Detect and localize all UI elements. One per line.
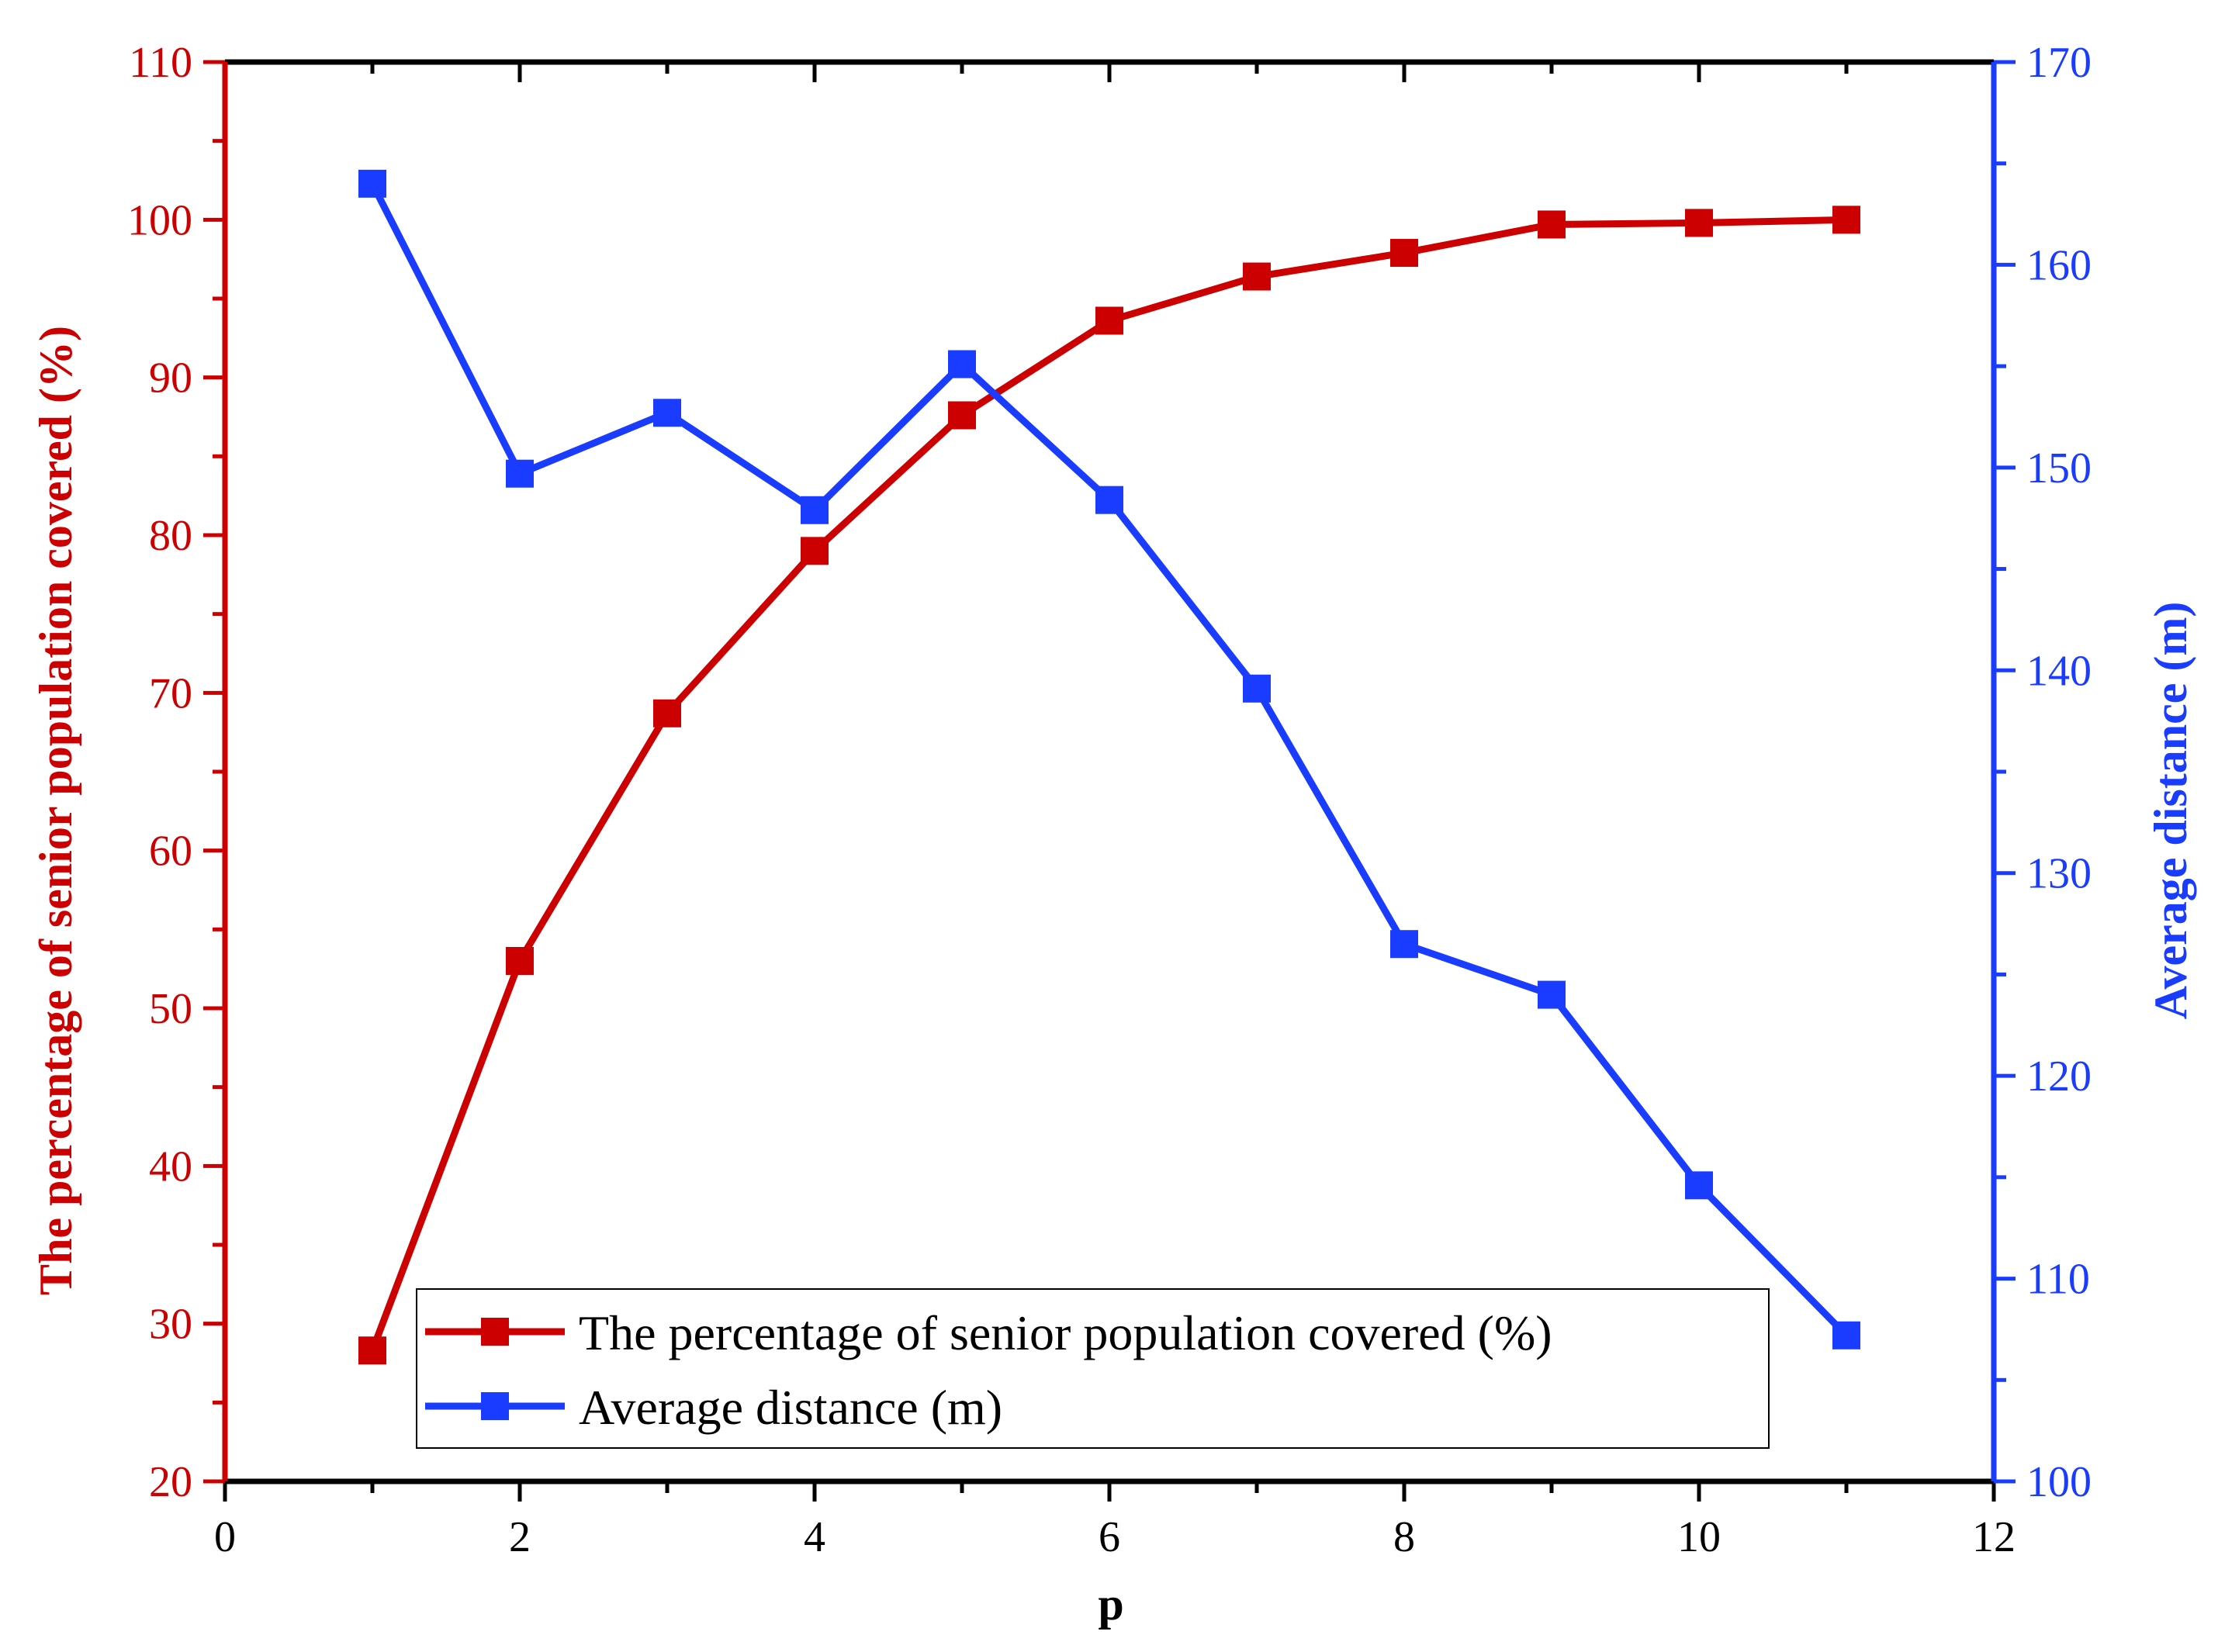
right-tick-label: 150 <box>2026 444 2092 492</box>
right-tick-label: 160 <box>2026 241 2092 289</box>
legend-marker-coverage <box>481 1318 509 1346</box>
right-tick-label: 130 <box>2026 850 2092 898</box>
distance-point <box>1095 486 1123 514</box>
legend-box <box>416 1288 1770 1449</box>
left-y-axis-title: The percentage of senior population cove… <box>30 326 81 1295</box>
x-tick-label: 4 <box>804 1513 825 1561</box>
left-tick-label: 20 <box>149 1458 192 1506</box>
distance-point <box>653 399 681 427</box>
distance-point <box>1390 930 1418 959</box>
distance-point <box>358 169 386 198</box>
right-y-axis-title: Average distance (m) <box>2145 602 2196 1020</box>
left-tick-label: 50 <box>149 985 192 1033</box>
distance-point <box>1832 1321 1860 1350</box>
distance-point <box>1538 980 1566 1009</box>
left-tick-label: 40 <box>149 1142 192 1191</box>
distance-series-line <box>369 181 1849 1338</box>
left-tick-label: 30 <box>149 1301 192 1349</box>
coverage-point <box>1538 210 1566 239</box>
coverage-point <box>1095 306 1123 335</box>
distance-point <box>506 459 534 488</box>
coverage-point <box>1390 239 1418 268</box>
distance-point <box>1685 1171 1713 1200</box>
right-tick-label: 120 <box>2026 1052 2092 1101</box>
left-tick-label: 70 <box>149 669 192 717</box>
series-layer <box>358 169 1860 1365</box>
legend: The percentage of senior population cove… <box>416 1288 1770 1449</box>
x-tick-label: 12 <box>1972 1513 2016 1561</box>
distance-point <box>801 496 829 524</box>
x-axis: 0 2 4 6 8 10 12 <box>214 62 2016 1561</box>
x-tick-label: 8 <box>1393 1513 1415 1561</box>
coverage-point <box>801 537 829 565</box>
coverage-point <box>358 1336 386 1365</box>
left-tick-label: 60 <box>149 828 192 876</box>
coverage-series-line <box>369 216 1847 1352</box>
right-tick-label: 100 <box>2026 1458 2092 1506</box>
left-y-axis: 20 30 40 50 60 70 80 90 100 110 <box>127 39 228 1506</box>
x-axis-title: p <box>1098 1578 1123 1630</box>
right-y-axis: 100 110 120 130 140 150 160 170 <box>1991 39 2092 1506</box>
x-tick-label: 6 <box>1099 1513 1120 1561</box>
coverage-point <box>506 947 534 975</box>
x-tick-label: 10 <box>1677 1513 1721 1561</box>
x-tick-label: 0 <box>214 1513 236 1561</box>
left-tick-label: 90 <box>149 354 192 403</box>
coverage-point <box>653 699 681 728</box>
x-tick-label: 2 <box>509 1513 531 1561</box>
left-tick-label: 100 <box>127 196 192 244</box>
coverage-point <box>948 401 976 430</box>
left-tick-label: 80 <box>149 512 192 560</box>
left-tick-label: 110 <box>129 39 192 87</box>
distance-point <box>1243 674 1271 703</box>
coverage-point <box>1685 209 1713 237</box>
right-tick-label: 140 <box>2026 647 2092 695</box>
coverage-point <box>1832 206 1860 234</box>
right-tick-label: 110 <box>2026 1256 2090 1304</box>
right-tick-label: 170 <box>2026 39 2092 87</box>
legend-marker-distance <box>481 1392 509 1420</box>
coverage-point <box>1243 262 1271 291</box>
distance-point <box>948 350 976 378</box>
legend-label-distance: Average distance (m) <box>579 1380 1002 1435</box>
legend-label-coverage: The percentage of senior population cove… <box>579 1305 1552 1360</box>
